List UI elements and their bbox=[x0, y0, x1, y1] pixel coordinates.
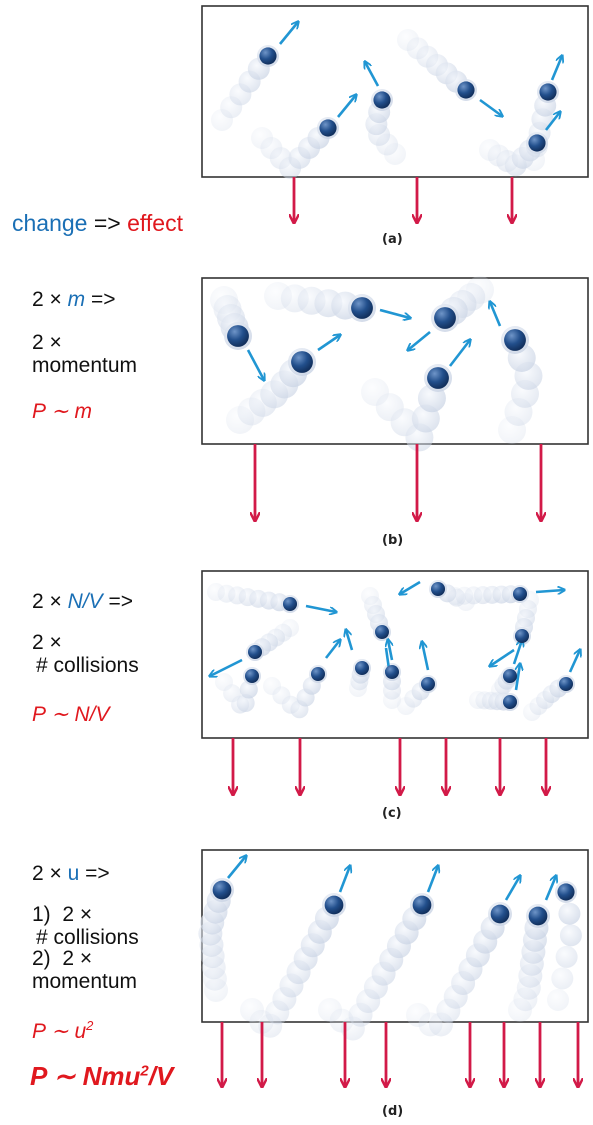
molecule bbox=[490, 904, 510, 924]
panel-d-line2-quantity: momentum bbox=[32, 970, 138, 993]
molecule bbox=[457, 81, 475, 99]
velocity-arrow bbox=[514, 664, 520, 691]
velocity-arrow bbox=[278, 22, 298, 45]
molecule bbox=[539, 83, 557, 101]
molecule bbox=[502, 668, 518, 684]
legend-change: change bbox=[12, 210, 88, 236]
molecule bbox=[227, 325, 249, 347]
trail-ghost bbox=[236, 693, 255, 712]
panel-b-result-factor: 2 × bbox=[32, 331, 62, 354]
molecules bbox=[212, 47, 575, 926]
panel-d-final-relation: P ∼ Nmu2/V bbox=[30, 1061, 174, 1091]
velocity-arrow bbox=[346, 630, 354, 651]
velocity-arrow bbox=[535, 590, 564, 592]
panel-letter-d: (d) bbox=[382, 1104, 404, 1119]
molecule bbox=[412, 895, 432, 915]
velocity-arrow bbox=[512, 640, 522, 665]
panel-letter-c: (c) bbox=[382, 806, 402, 821]
molecule bbox=[247, 644, 263, 660]
velocity-arrow bbox=[388, 640, 392, 661]
molecule bbox=[502, 694, 518, 710]
molecule bbox=[504, 329, 526, 351]
molecule bbox=[319, 119, 337, 137]
panel-c-change: 2 × N/V => bbox=[32, 590, 134, 613]
panel-c-result-quantity: # collisions bbox=[36, 654, 139, 677]
molecule bbox=[427, 367, 449, 389]
velocity-arrow bbox=[426, 866, 438, 893]
velocity-arrow bbox=[210, 658, 243, 676]
panel-b-relation: P ∼ m bbox=[32, 400, 92, 423]
panel-d-relation: P ∼ u2 bbox=[32, 1018, 94, 1043]
velocity-arrow bbox=[544, 876, 556, 901]
velocity-arrow bbox=[305, 604, 336, 612]
velocity-arrow bbox=[324, 640, 340, 659]
molecule bbox=[430, 581, 446, 597]
trail-ghost bbox=[555, 945, 578, 968]
velocity-arrow bbox=[317, 335, 340, 352]
molecule bbox=[512, 586, 528, 602]
panel-d-change: 2 × u => bbox=[32, 862, 110, 885]
velocity-arrow bbox=[226, 856, 246, 879]
velocity-arrow bbox=[544, 112, 560, 131]
panel-d-line2: 2) 2 × bbox=[32, 947, 93, 970]
molecule-motion-trails bbox=[198, 29, 582, 1041]
velocity-arrow bbox=[490, 302, 502, 327]
panel-d-line1: 1) 2 × bbox=[32, 903, 93, 926]
molecule bbox=[354, 660, 370, 676]
molecule bbox=[384, 664, 400, 680]
velocity-arrow bbox=[504, 876, 520, 901]
legend-line: change => effect bbox=[12, 210, 183, 237]
velocity-arrow bbox=[422, 642, 430, 671]
legend-implies: => bbox=[93, 210, 121, 236]
molecule bbox=[528, 906, 548, 926]
molecule bbox=[558, 676, 574, 692]
velocity-arrows bbox=[210, 22, 580, 901]
trail-ghost bbox=[239, 680, 258, 699]
panel-b-result-quantity: momentum bbox=[32, 354, 138, 377]
molecule bbox=[259, 47, 277, 65]
trail-ghost bbox=[559, 924, 582, 947]
velocity-arrow bbox=[490, 648, 515, 666]
molecule bbox=[212, 880, 232, 900]
panel-c-relation: P ∼ N/V bbox=[32, 703, 110, 726]
legend-effect: effect bbox=[127, 210, 183, 236]
molecule bbox=[373, 91, 391, 109]
panel-c-result-factor: 2 × bbox=[32, 631, 62, 654]
molecule bbox=[514, 628, 530, 644]
molecule bbox=[291, 351, 313, 373]
var-m: m bbox=[67, 288, 86, 311]
molecule bbox=[244, 668, 260, 684]
velocity-arrow bbox=[550, 56, 562, 81]
velocity-arrow bbox=[246, 349, 264, 380]
molecule bbox=[420, 676, 436, 692]
molecule bbox=[351, 297, 373, 319]
trail-ghost bbox=[551, 967, 574, 990]
velocity-arrow bbox=[338, 866, 350, 893]
molecule bbox=[282, 596, 298, 612]
panel-d-line1-quantity: # collisions bbox=[36, 926, 139, 949]
var-n-over-v: N/V bbox=[67, 590, 103, 613]
panel-letter-a: (a) bbox=[382, 232, 403, 247]
velocity-arrow bbox=[568, 650, 580, 673]
force-arrows bbox=[222, 177, 578, 1086]
velocity-arrow bbox=[479, 98, 502, 116]
panel-b-change: 2 × m => bbox=[32, 288, 116, 311]
velocity-arrow bbox=[379, 308, 410, 318]
panel-letter-b: (b) bbox=[382, 533, 404, 548]
trail-ghost bbox=[547, 989, 569, 1011]
velocity-arrow bbox=[408, 330, 431, 350]
velocity-arrow bbox=[448, 340, 470, 367]
velocity-arrow bbox=[400, 580, 421, 594]
molecule bbox=[324, 895, 344, 915]
var-u: u bbox=[67, 862, 80, 885]
molecule bbox=[557, 883, 575, 901]
molecule bbox=[310, 666, 326, 682]
velocity-arrow bbox=[365, 62, 380, 87]
molecule bbox=[374, 624, 390, 640]
molecule bbox=[434, 307, 456, 329]
trail-ghost bbox=[558, 902, 581, 925]
velocity-arrow bbox=[336, 95, 356, 118]
molecule bbox=[528, 134, 546, 152]
